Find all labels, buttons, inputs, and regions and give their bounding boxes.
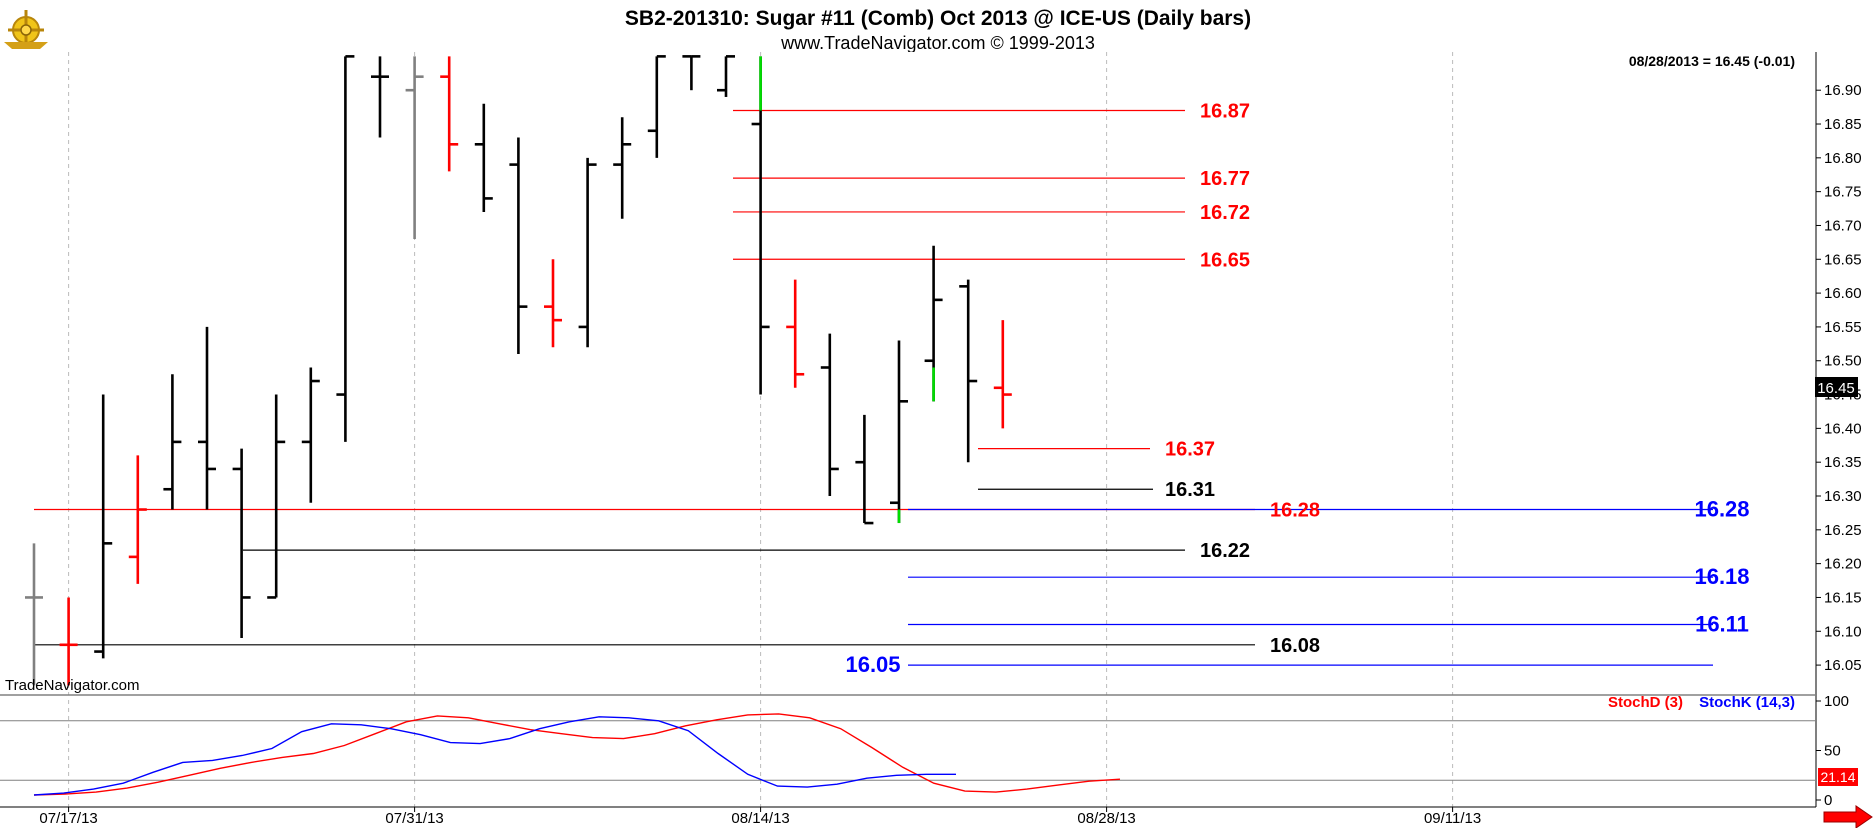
price-axis-ticks: 16.05 16.10 16.15 16.20 16.25 16.30 16.35 16.40… <box>1816 82 1862 674</box>
price-level-label: 16.65 <box>1200 249 1250 271</box>
stoch-tick-label: 0 <box>1824 792 1832 809</box>
price-panel[interactable]: 16.87 16.77 16.72 16.65 16.37 16.31 16.28 16.28… <box>0 52 1816 695</box>
price-level-label: 16.05 <box>845 652 900 677</box>
price-level-label: 16.77 <box>1200 168 1250 190</box>
price-level-label: 16.72 <box>1200 202 1250 224</box>
price-level-label: 16.11 <box>1695 612 1749 637</box>
chart-subtitle: www.TradeNavigator.com © 1999-2013 <box>780 33 1095 53</box>
stoch-grid <box>0 700 1816 807</box>
price-level-label: 16.22 <box>1200 540 1250 562</box>
price-level-label: 16.31 <box>1165 479 1215 501</box>
price-tick-label: 16.35 <box>1824 454 1862 471</box>
chart-title: SB2-201310: Sugar #11 (Comb) Oct 2013 @ … <box>625 7 1251 30</box>
price-level-label: 16.18 <box>1694 564 1749 589</box>
price-tick-label: 16.60 <box>1824 285 1862 302</box>
price-tick-label: 16.65 <box>1824 251 1862 268</box>
date-ticks: 07/17/13 07/31/13 08/14/13 08/28/13 09/11/13 <box>39 807 1481 827</box>
stoch-tick-label: 100 <box>1824 693 1849 710</box>
date-tick-label: 07/17/13 <box>39 810 97 827</box>
price-tick-label: 16.90 <box>1824 82 1862 99</box>
header-band <box>0 0 1876 52</box>
current-price-label: 16.45 <box>1817 380 1855 397</box>
price-tick-label: 16.30 <box>1824 488 1862 505</box>
price-level-label: 16.08 <box>1270 635 1320 657</box>
date-tick-label: 08/28/13 <box>1077 810 1135 827</box>
price-tick-label: 16.50 <box>1824 353 1862 370</box>
price-tick-label: 16.25 <box>1824 522 1862 539</box>
price-bars <box>25 55 1012 686</box>
stoch-lines <box>33 713 1121 796</box>
current-stoch-marker <box>1818 768 1858 786</box>
last-quote-label: 08/28/2013 = 16.45 (-0.01) <box>1629 53 1795 69</box>
price-tick-label: 16.40 <box>1824 420 1862 437</box>
watermark-label: TradeNavigator.com <box>5 677 140 694</box>
stoch-axis-ticks: 100 50 0 <box>1816 693 1849 809</box>
date-tick-label: 08/14/13 <box>731 810 789 827</box>
price-tick-label: 16.05 <box>1824 657 1862 674</box>
price-level-label: 16.28 <box>1270 500 1320 522</box>
current-stoch-label: 21.14 <box>1820 769 1855 785</box>
price-level-label: 16.87 <box>1200 100 1250 122</box>
price-level-label: 16.28 <box>1694 497 1749 522</box>
stochastic-panel[interactable]: StochD (3) StochK (14,3) 100 50 0 21.14 <box>0 693 1858 809</box>
date-tick-label: 07/31/13 <box>385 810 443 827</box>
stoch-series-line <box>33 716 956 796</box>
price-tick-label: 16.20 <box>1824 556 1862 573</box>
stoch-tick-label: 50 <box>1824 743 1841 760</box>
price-tick-label: 16.15 <box>1824 589 1862 606</box>
price-level-label: 16.37 <box>1165 439 1215 461</box>
scroll-right-arrow-icon[interactable] <box>1823 805 1873 829</box>
price-tick-label: 16.75 <box>1824 184 1862 201</box>
price-tick-label: 16.10 <box>1824 623 1862 640</box>
price-axis[interactable]: 16.05 16.10 16.15 16.20 16.25 16.30 16.35 16.40… <box>1815 52 1862 807</box>
price-levels <box>34 109 1713 666</box>
price-tick-label: 16.85 <box>1824 116 1862 133</box>
stoch-series-line <box>33 713 1121 796</box>
stoch-d-legend: StochD (3) <box>1608 694 1683 711</box>
level-labels: 16.87 16.77 16.72 16.65 16.37 16.31 16.28 16.28… <box>845 100 1749 677</box>
price-tick-label: 16.55 <box>1824 319 1862 336</box>
price-plot-area <box>0 52 1816 695</box>
stoch-k-legend: StochK (14,3) <box>1699 694 1795 711</box>
price-tick-label: 16.80 <box>1824 150 1862 167</box>
date-axis[interactable]: 07/17/13 07/31/13 08/14/13 08/28/13 09/11/13 <box>0 805 1873 829</box>
price-tick-label: 16.70 <box>1824 217 1862 234</box>
date-tick-label: 09/11/13 <box>1424 810 1481 827</box>
trade-navigator-logo-icon[interactable] <box>4 10 48 49</box>
current-price-marker <box>1815 377 1858 397</box>
